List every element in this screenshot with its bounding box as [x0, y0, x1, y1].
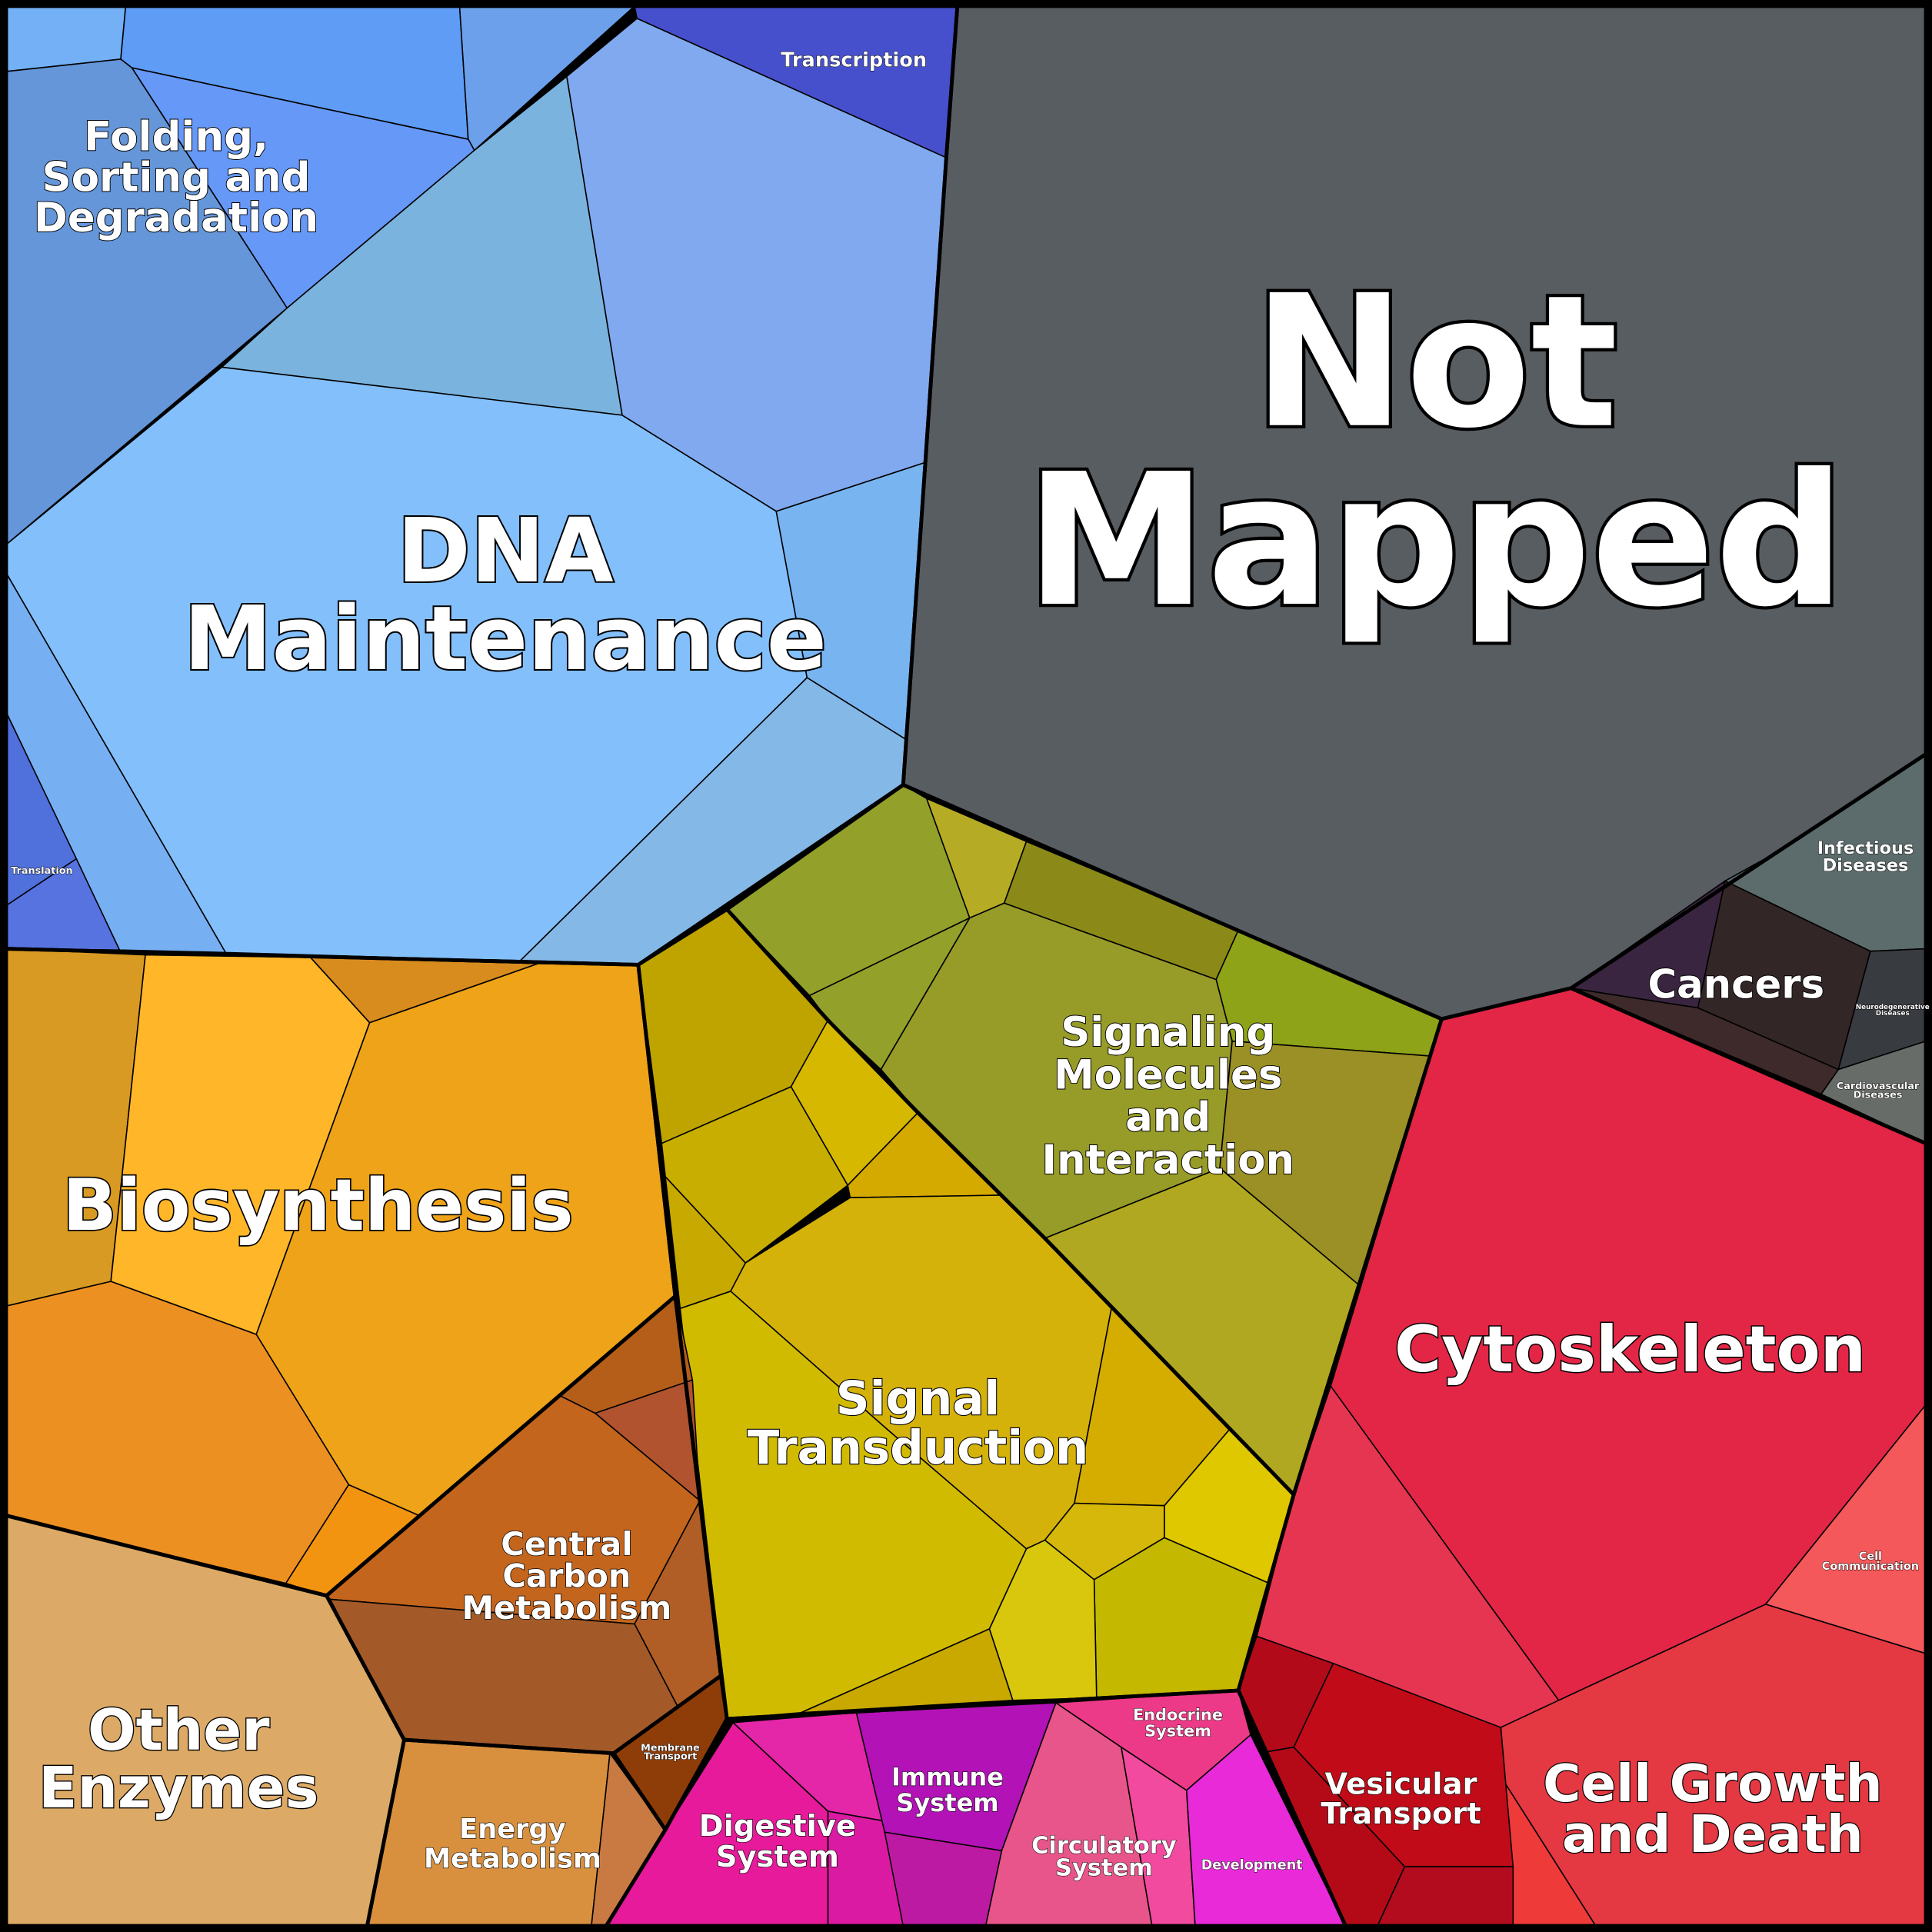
label-line: Folding,: [84, 113, 268, 160]
label-signal-transduction: Signal Transduction: [748, 1371, 1089, 1475]
label-line: Transport: [1321, 1797, 1481, 1831]
label-digestive-system: Digestive System: [699, 1809, 856, 1874]
label-line: Molecules: [1054, 1051, 1282, 1098]
label-line: Translation: [11, 865, 72, 877]
label-line: Central: [501, 1525, 632, 1563]
label-line: Signaling: [1061, 1009, 1275, 1056]
label-line: Immune: [891, 1762, 1004, 1791]
label-line: System: [1144, 1721, 1211, 1740]
label-line: Cell: [1859, 1551, 1882, 1563]
label-line: and: [1125, 1094, 1211, 1141]
label-line: DNA: [397, 500, 614, 603]
label-line: Cytoskeleton: [1394, 1312, 1866, 1387]
label-line: Digestive: [699, 1809, 856, 1844]
treemap-cell: [800, 1628, 1014, 1714]
label-cancers: Cancers: [1647, 962, 1824, 1008]
label-cell-communication: Cell Communication: [1822, 1551, 1919, 1573]
label-line: Enzymes: [38, 1756, 318, 1821]
label-line: Biosynthesis: [62, 1164, 574, 1247]
label-vesicular-transport: Vesicular Transport: [1321, 1767, 1481, 1831]
label-cell-growth: Cell Growth and Death: [1543, 1754, 1882, 1864]
label-line: Transcription: [781, 49, 927, 72]
label-line: Endocrine: [1133, 1705, 1223, 1724]
label-line: System: [716, 1840, 839, 1874]
label-folding: Folding, Sorting and Degradation: [34, 113, 318, 242]
label-cardiovascular-diseases: Cardiovascular Diseases: [1837, 1081, 1920, 1101]
label-line: Cell Growth: [1543, 1754, 1882, 1814]
label-line: Diseases: [1823, 856, 1909, 876]
label-biosynthesis: Biosynthesis: [62, 1164, 574, 1247]
treemap-cell: [1570, 988, 1840, 1095]
label-immune-system: Immune System: [891, 1762, 1004, 1817]
label-line: Development: [1201, 1857, 1304, 1873]
label-line: System: [1055, 1854, 1153, 1881]
label-energy-metabolism: Energy Metabolism: [424, 1814, 601, 1874]
label-other-enzymes: Other Enzymes: [38, 1698, 318, 1821]
label-line: Maintenance: [184, 588, 827, 691]
label-line: Not: [1253, 256, 1618, 468]
label-line: Diseases: [1876, 1010, 1910, 1018]
label-line: Other: [88, 1698, 270, 1764]
label-line: System: [896, 1788, 998, 1817]
label-membrane-transport: Membrane Transport: [641, 1743, 700, 1763]
label-development: Development: [1201, 1857, 1304, 1873]
label-line: Circulatory: [1031, 1832, 1177, 1859]
label-line: Communication: [1822, 1561, 1919, 1573]
label-line: Sorting and: [42, 154, 311, 201]
label-cytoskeleton: Cytoskeleton: [1394, 1312, 1866, 1387]
label-dna-maintenance: DNA Maintenance: [184, 500, 827, 691]
label-line: Interaction: [1041, 1137, 1294, 1184]
label-central-carbon: Central Carbon Metabolism: [462, 1525, 672, 1627]
label-line: Mapped: [1025, 435, 1845, 647]
label-line: Infectious: [1817, 838, 1914, 858]
label-transcription: Transcription: [781, 49, 927, 72]
label-line: Energy: [459, 1814, 566, 1845]
treemap-cell: [661, 1086, 849, 1264]
label-line: Carbon: [502, 1557, 631, 1594]
treemap-cells: [5, 5, 1927, 1927]
label-line: Cardiovascular: [1837, 1081, 1920, 1092]
label-line: Neurodegenerative: [1856, 1004, 1930, 1011]
label-line: Signal: [836, 1371, 1001, 1426]
label-not-mapped: Not Mapped: [1025, 256, 1845, 647]
label-circulatory-system: Circulatory System: [1031, 1832, 1177, 1881]
label-translation: Translation: [11, 865, 72, 877]
label-signaling-molecules: Signaling Molecules and Interaction: [1041, 1009, 1294, 1184]
label-line: Transduction: [748, 1421, 1089, 1475]
label-neurodegenerative-diseases: Neurodegenerative Diseases: [1856, 1004, 1930, 1018]
label-infectious-diseases: Infectious Diseases: [1817, 838, 1914, 875]
treemap-labels: Not Mapped DNA Maintenance Folding, Sorting a…: [11, 48, 1930, 1882]
label-line: Degradation: [34, 195, 318, 242]
label-line: and Death: [1562, 1804, 1864, 1864]
label-line: Metabolism: [424, 1844, 601, 1875]
label-line: Vesicular: [1325, 1767, 1477, 1802]
label-line: Membrane: [641, 1743, 700, 1754]
label-line: Transport: [644, 1751, 697, 1763]
label-line: Cancers: [1647, 962, 1824, 1008]
label-line: Diseases: [1854, 1089, 1903, 1101]
label-endocrine-system: Endocrine System: [1133, 1705, 1223, 1740]
label-line: Metabolism: [462, 1589, 672, 1627]
